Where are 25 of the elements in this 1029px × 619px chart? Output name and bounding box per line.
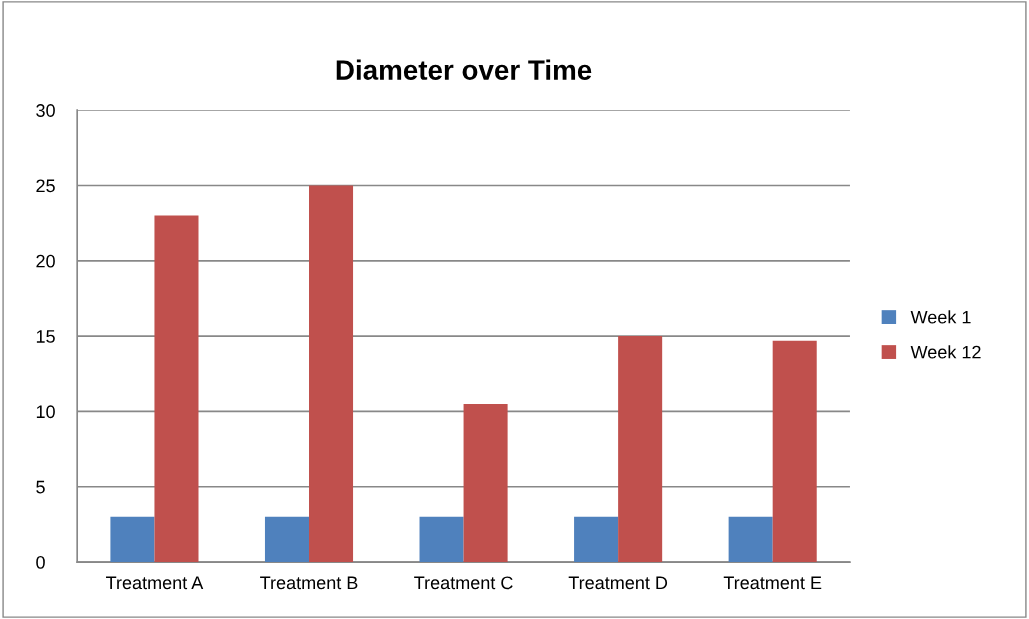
- y-tick-label: 10: [36, 405, 55, 419]
- y-tick-label: 25: [36, 179, 55, 193]
- bar: [154, 215, 199, 563]
- bar: [618, 336, 663, 563]
- chart-title: Diameter over Time: [336, 59, 592, 80]
- bar: [574, 516, 619, 563]
- legend-label: Week 1: [910, 310, 971, 324]
- x-tick-label: Treatment C: [414, 576, 513, 590]
- bar: [419, 516, 464, 563]
- bar: [309, 185, 354, 563]
- bar: [772, 340, 817, 563]
- bar: [110, 516, 155, 563]
- x-tick-label: Treatment D: [568, 576, 668, 590]
- x-tick-label: Treatment A: [106, 576, 204, 590]
- y-tick-label: 20: [36, 254, 55, 268]
- y-tick-label: 30: [36, 104, 55, 117]
- x-tick-label: Treatment B: [260, 576, 358, 590]
- bar: [264, 516, 310, 563]
- x-tick-label: Treatment E: [723, 576, 822, 590]
- bar: [463, 403, 508, 563]
- legend-label: Week 12: [910, 345, 981, 359]
- y-tick-label: 15: [36, 330, 55, 343]
- bar: [728, 516, 773, 563]
- y-tick-label: 5: [36, 480, 45, 494]
- y-tick-label: 0: [36, 555, 45, 569]
